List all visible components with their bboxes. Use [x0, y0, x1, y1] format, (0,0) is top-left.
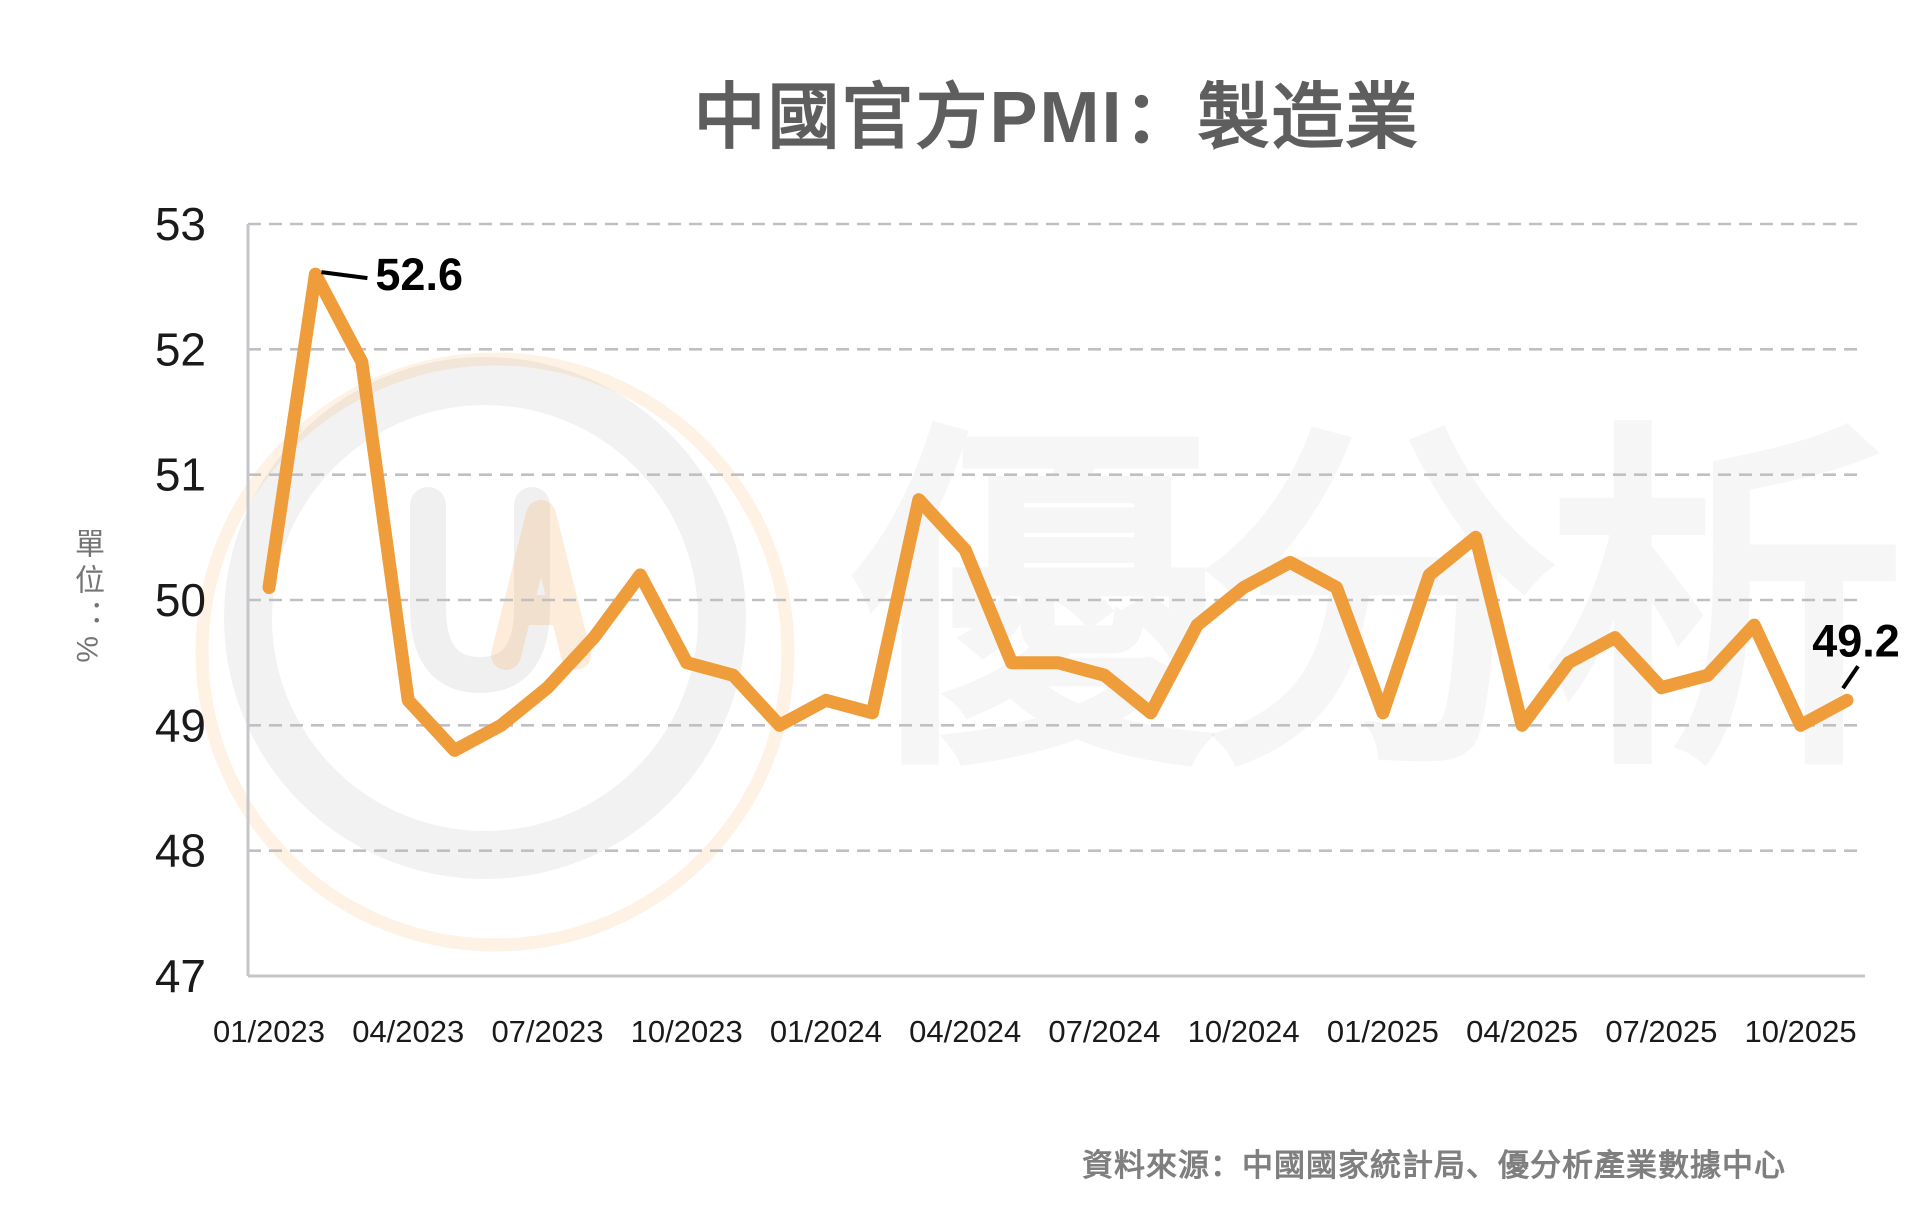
watermark-letter-u	[410, 487, 550, 694]
y-tick-label-49: 49	[155, 699, 206, 751]
annotation-callout-line	[321, 270, 368, 281]
annotation-callout-line	[1841, 665, 1860, 690]
x-tick-label-10/2025: 10/2025	[1745, 1014, 1857, 1049]
chart-title: 中國官方PMI：製造業	[693, 78, 1420, 158]
annotation-49.2: 49.2	[1812, 615, 1900, 690]
x-tick-label-07/2024: 07/2024	[1048, 1014, 1160, 1049]
y-axis-unit-label: 單位：%	[70, 528, 103, 669]
y-tick-label-53: 53	[155, 198, 206, 250]
gridlines	[248, 222, 1865, 852]
x-tick-label-07/2025: 07/2025	[1605, 1014, 1717, 1049]
watermark-letter-a	[491, 500, 591, 670]
y-tick-label-48: 48	[155, 825, 206, 877]
axes	[246, 224, 1865, 978]
y-tick-labels: 53 52 51 50 49 48 47	[155, 198, 206, 1002]
y-tick-label-51: 51	[155, 449, 206, 501]
x-tick-label-10/2024: 10/2024	[1188, 1014, 1300, 1049]
x-tick-label-01/2025: 01/2025	[1327, 1014, 1439, 1049]
watermark-orange-ring	[195, 352, 795, 952]
x-tick-labels: 01/2023 04/2023 07/2023 10/2023 01/2024 04/20…	[213, 1014, 1857, 1049]
y-tick-label-50: 50	[155, 574, 206, 626]
x-tick-label-04/2025: 04/2025	[1466, 1014, 1578, 1049]
annotation-52.6: 52.6	[321, 249, 463, 300]
annotation-label: 52.6	[375, 249, 463, 300]
x-tick-label-04/2024: 04/2024	[909, 1014, 1021, 1049]
x-tick-label-04/2023: 04/2023	[352, 1014, 464, 1049]
source-note: 資料來源：中國國家統計局、優分析產業數據中心	[1082, 1148, 1786, 1183]
annotation-label: 49.2	[1812, 615, 1900, 666]
x-tick-label-07/2023: 07/2023	[491, 1014, 603, 1049]
y-tick-label-47: 47	[155, 950, 206, 1002]
x-tick-label-01/2024: 01/2024	[770, 1014, 882, 1049]
y-tick-label-52: 52	[155, 323, 206, 375]
x-tick-label-10/2023: 10/2023	[631, 1014, 743, 1049]
x-tick-label-01/2023: 01/2023	[213, 1014, 325, 1049]
pmi-line	[262, 267, 1854, 757]
